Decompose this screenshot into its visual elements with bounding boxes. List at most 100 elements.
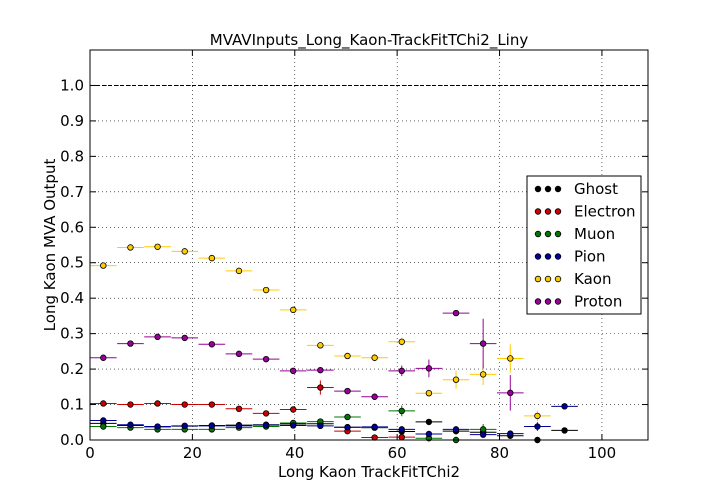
legend-marker — [544, 230, 552, 238]
legend-label: Proton — [574, 293, 622, 311]
x-axis-label: Long Kaon TrackFitTChi2 — [278, 463, 460, 481]
legend-marker — [534, 208, 542, 215]
plot-frame — [89, 49, 649, 441]
data-point-proton — [154, 333, 161, 341]
data-point-kaon — [290, 306, 297, 314]
data-point-proton — [398, 367, 405, 375]
data-point-electron — [127, 401, 134, 408]
data-point-proton — [317, 366, 324, 374]
data-point-kaon — [479, 371, 487, 378]
data-point-muon — [100, 423, 107, 430]
data-point-electron — [371, 434, 378, 441]
data-point-pion — [425, 430, 433, 438]
data-point-kaon — [127, 244, 134, 251]
x-tick-label: 80 — [490, 444, 509, 462]
data-point-electron — [262, 410, 270, 417]
data-point-pion — [235, 422, 243, 430]
x-tick-label: 0 — [85, 444, 95, 462]
legend-marker — [534, 298, 542, 305]
data-layer — [90, 243, 578, 444]
x-tick-label: 100 — [588, 444, 617, 462]
data-point-pion — [181, 422, 188, 430]
data-point-kaon — [344, 352, 351, 360]
y-tick-label: 0.6 — [60, 218, 84, 236]
legend-marker — [554, 253, 562, 260]
data-point-proton — [507, 389, 514, 397]
chart-title: MVAVInputs_Long_Kaon-TrackFitTChi2_Liny — [210, 31, 529, 50]
data-point-muon — [479, 426, 487, 433]
y-tick-label: 0.2 — [60, 360, 84, 378]
x-tick-label: 40 — [285, 444, 304, 462]
series-pion — [90, 403, 578, 438]
y-tick-label: 0.9 — [60, 112, 84, 130]
data-point-ghost — [561, 427, 568, 434]
data-point-kaon — [507, 355, 514, 362]
y-tick-label: 0.7 — [60, 183, 84, 201]
data-point-pion — [208, 422, 216, 430]
legend-item-kaon: Kaon — [534, 270, 611, 288]
legend-label: Pion — [574, 248, 606, 266]
data-point-kaon — [235, 267, 243, 275]
data-point-electron — [100, 400, 107, 407]
legend-marker — [544, 208, 552, 215]
series-proton — [90, 309, 524, 411]
legend-item-ghost: Ghost — [534, 180, 618, 198]
y-tick-label: 1.0 — [60, 76, 84, 94]
y-axis-label: Long Kaon MVA Output — [41, 159, 59, 332]
data-point-kaon — [317, 342, 324, 349]
data-point-pion — [452, 426, 460, 433]
data-point-proton — [344, 387, 351, 395]
data-point-pion — [154, 423, 161, 430]
data-point-pion — [507, 430, 514, 437]
legend: Ghost Electron Muon Pion Kaon Proton — [526, 175, 642, 315]
series-electron — [90, 380, 416, 441]
legend-item-electron: Electron — [534, 203, 636, 221]
data-point-kaon — [398, 338, 405, 345]
legend-label: Muon — [574, 225, 615, 243]
y-tick-label: 0.3 — [60, 325, 84, 343]
data-point-pion — [479, 431, 487, 438]
legend-marker — [554, 185, 562, 193]
data-point-electron — [181, 401, 188, 408]
data-point-electron — [317, 384, 324, 391]
legend-marker — [544, 185, 552, 193]
legend-marker — [544, 275, 552, 283]
legend-marker — [554, 208, 562, 215]
data-point-kaon — [452, 376, 460, 383]
data-point-pion — [317, 422, 324, 430]
ticks: 0 20 40 60 80 100 0.0 0.1 0.2 0.3 0.4 0.5 0.6 0.7 0.8 0… — [60, 50, 648, 462]
data-point-proton — [290, 367, 297, 375]
data-point-pion — [398, 426, 405, 433]
legend-item-pion: Pion — [534, 248, 606, 266]
legend-marker — [544, 298, 552, 305]
series-kaon — [90, 243, 551, 422]
data-point-pion — [262, 421, 270, 429]
data-point-proton — [479, 340, 487, 347]
y-tick-label: 0.5 — [60, 254, 84, 272]
legend-label: Ghost — [574, 180, 618, 198]
data-point-ghost — [425, 418, 433, 426]
x-tick-label: 60 — [388, 444, 407, 462]
data-point-kaon — [425, 390, 433, 397]
data-point-electron — [290, 406, 297, 413]
data-point-proton — [181, 334, 188, 342]
data-point-proton — [425, 365, 433, 372]
data-point-kaon — [154, 243, 161, 250]
legend-label: Electron — [574, 203, 636, 221]
legend-marker — [534, 275, 542, 283]
data-point-proton — [208, 341, 216, 348]
legend-marker — [534, 253, 542, 260]
legend-marker — [554, 275, 562, 283]
legend-marker — [534, 185, 542, 193]
data-point-electron — [398, 433, 405, 441]
data-point-kaon — [371, 354, 378, 361]
data-point-kaon — [181, 248, 188, 255]
y-tick-label: 0.8 — [60, 147, 84, 165]
data-point-kaon — [208, 254, 216, 262]
data-point-pion — [371, 423, 378, 431]
data-point-pion — [127, 421, 134, 428]
legend-marker — [554, 230, 562, 238]
data-point-kaon — [534, 412, 541, 420]
legend-marker — [544, 253, 552, 260]
